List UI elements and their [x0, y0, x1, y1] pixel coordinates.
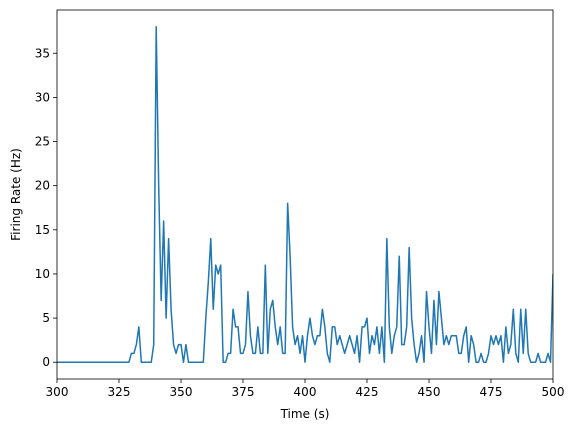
y-tick-label: 35 — [35, 46, 50, 60]
y-tick-label: 0 — [42, 355, 50, 369]
x-tick-label: 300 — [46, 385, 69, 399]
x-tick-label: 400 — [294, 385, 317, 399]
y-tick-label: 10 — [35, 267, 50, 281]
plot-frame — [56, 9, 554, 380]
y-tick-label: 20 — [35, 179, 50, 193]
line — [57, 26, 553, 363]
x-tick-label: 450 — [418, 385, 441, 399]
x-axis-label: Time (s) — [280, 407, 330, 421]
y-tick-label: 15 — [35, 223, 50, 237]
x-tick-label: 500 — [542, 385, 565, 399]
x-tick-label: 375 — [232, 385, 255, 399]
x-tick-label: 425 — [356, 385, 379, 399]
x-tick-label: 475 — [480, 385, 503, 399]
y-axis-label: Firing Rate (Hz) — [9, 148, 23, 241]
x-tick-label: 350 — [170, 385, 193, 399]
x-tick-label: 325 — [108, 385, 131, 399]
y-tick-label: 5 — [42, 311, 50, 325]
y-tick-label: 30 — [35, 90, 50, 104]
y-tick-label: 25 — [35, 135, 50, 149]
